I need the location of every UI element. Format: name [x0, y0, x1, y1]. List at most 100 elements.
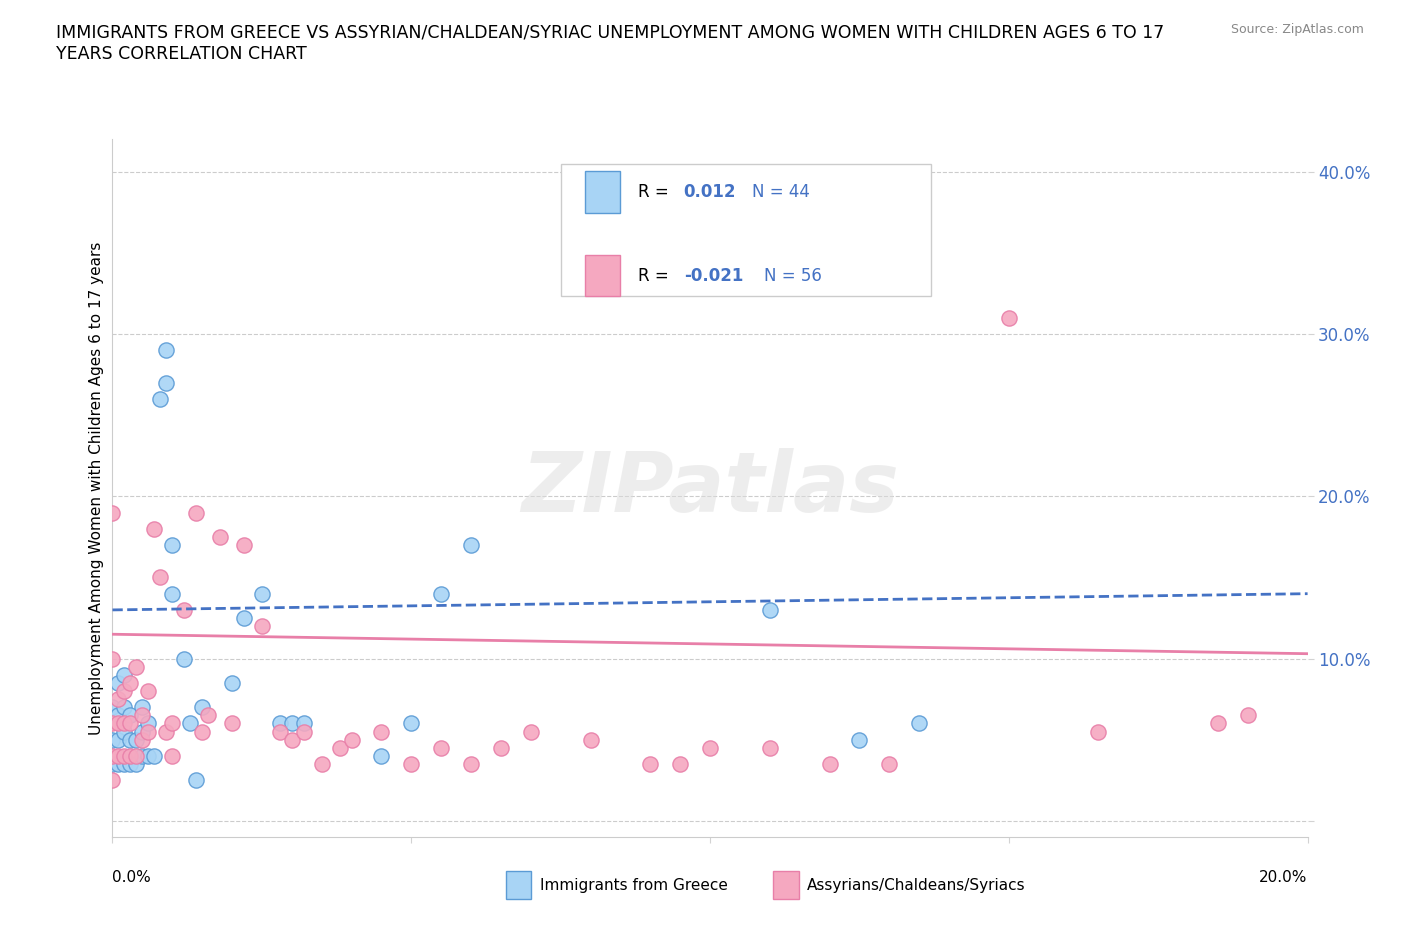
FancyBboxPatch shape	[585, 255, 620, 297]
Point	[232, 611, 256, 626]
Point	[101, 732, 124, 747]
Point	[328, 740, 352, 755]
Point	[579, 732, 602, 747]
Point	[197, 708, 219, 723]
Point	[292, 716, 315, 731]
Point	[131, 699, 153, 714]
Point	[191, 724, 214, 739]
Point	[269, 716, 291, 731]
Point	[370, 724, 392, 739]
Point	[149, 392, 172, 406]
Point	[848, 732, 870, 747]
Point	[120, 708, 142, 723]
Point	[311, 757, 333, 772]
Point	[269, 724, 291, 739]
Point	[114, 668, 135, 683]
Point	[520, 724, 543, 739]
Point	[162, 749, 183, 764]
Point	[101, 749, 124, 764]
Point	[143, 749, 166, 764]
Point	[107, 692, 129, 707]
Text: 20.0%: 20.0%	[1260, 870, 1308, 884]
Point	[179, 716, 201, 731]
Point	[138, 716, 160, 731]
Point	[149, 570, 172, 585]
Point	[998, 311, 1021, 325]
Point	[125, 659, 148, 674]
Point	[250, 586, 273, 601]
Text: YEARS CORRELATION CHART: YEARS CORRELATION CHART	[56, 45, 307, 62]
Text: Source: ZipAtlas.com: Source: ZipAtlas.com	[1230, 23, 1364, 36]
Text: ZIPatlas: ZIPatlas	[522, 447, 898, 529]
Point	[908, 716, 931, 731]
Point	[131, 708, 153, 723]
Text: R =: R =	[638, 183, 675, 201]
Text: -0.021: -0.021	[683, 267, 744, 285]
Point	[114, 684, 135, 698]
Point	[877, 757, 901, 772]
Point	[221, 716, 243, 731]
Y-axis label: Unemployment Among Women with Children Ages 6 to 17 years: Unemployment Among Women with Children A…	[89, 242, 104, 735]
Point	[101, 699, 124, 714]
Text: 0.012: 0.012	[683, 183, 737, 201]
Point	[162, 538, 183, 552]
Point	[107, 732, 129, 747]
Point	[131, 732, 153, 747]
Point	[232, 538, 256, 552]
Point	[340, 732, 363, 747]
FancyBboxPatch shape	[561, 164, 931, 297]
Point	[107, 749, 129, 764]
Point	[107, 757, 129, 772]
FancyBboxPatch shape	[585, 171, 620, 213]
Point	[818, 757, 841, 772]
Point	[250, 618, 273, 633]
Point	[401, 716, 423, 731]
Point	[669, 757, 692, 772]
Point	[114, 699, 135, 714]
Point	[143, 522, 166, 537]
Text: Assyrians/Chaldeans/Syriacs: Assyrians/Chaldeans/Syriacs	[807, 878, 1025, 893]
Point	[155, 343, 177, 358]
Point	[120, 732, 142, 747]
Point	[1087, 724, 1109, 739]
Point	[138, 749, 160, 764]
Point	[430, 586, 453, 601]
Point	[120, 757, 142, 772]
Point	[114, 716, 135, 731]
Text: IMMIGRANTS FROM GREECE VS ASSYRIAN/CHALDEAN/SYRIAC UNEMPLOYMENT AMONG WOMEN WITH: IMMIGRANTS FROM GREECE VS ASSYRIAN/CHALD…	[56, 23, 1164, 41]
Point	[125, 732, 148, 747]
Point	[1237, 708, 1260, 723]
Point	[173, 603, 195, 618]
Point	[114, 749, 135, 764]
Point	[699, 740, 721, 755]
Point	[101, 757, 124, 772]
Point	[191, 699, 214, 714]
Point	[460, 538, 482, 552]
Point	[460, 757, 482, 772]
Point	[125, 757, 148, 772]
Point	[401, 757, 423, 772]
Point	[155, 376, 177, 391]
Text: 0.0%: 0.0%	[112, 870, 152, 884]
Point	[114, 724, 135, 739]
Point	[125, 749, 148, 764]
Point	[186, 505, 208, 520]
Point	[370, 749, 392, 764]
Point	[281, 716, 304, 731]
Point	[281, 732, 304, 747]
Text: Immigrants from Greece: Immigrants from Greece	[540, 878, 728, 893]
Point	[107, 708, 129, 723]
Text: N = 56: N = 56	[763, 267, 821, 285]
Point	[120, 749, 142, 764]
Point	[101, 651, 124, 666]
Point	[162, 716, 183, 731]
Point	[186, 773, 208, 788]
Point	[208, 529, 231, 544]
Point	[162, 586, 183, 601]
Point	[759, 603, 782, 618]
Point	[107, 716, 129, 731]
Point	[120, 675, 142, 690]
Text: N = 44: N = 44	[752, 183, 810, 201]
Point	[101, 773, 124, 788]
Point	[120, 716, 142, 731]
